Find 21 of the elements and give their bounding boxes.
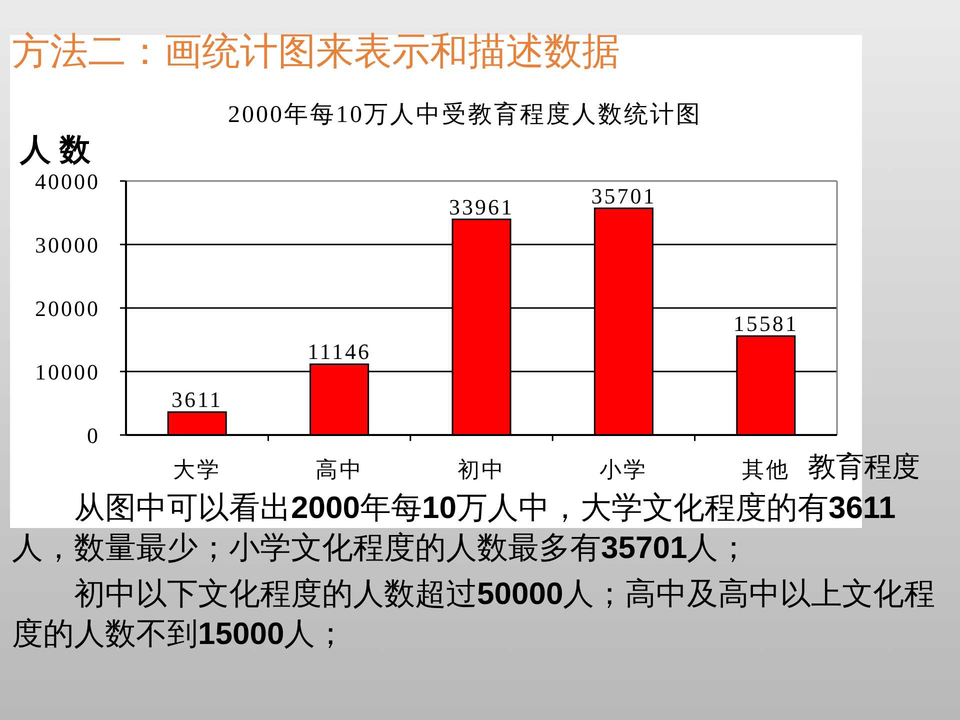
data-label: 15581 [733, 311, 798, 336]
y-tick-label: 0 [87, 423, 100, 448]
x-tick-label: 小学 [600, 457, 648, 482]
x-tick-label: 其他 [742, 457, 790, 482]
data-label: 3611 [172, 387, 223, 412]
data-label: 35701 [591, 183, 656, 208]
data-label: 11146 [308, 339, 371, 364]
chart-title: 方法二：画统计图来表示和描述数据 [12, 31, 620, 73]
y-tick-label: 20000 [35, 296, 100, 321]
text: 初中以下文化程度的人数超过50000人；高中及高中以上文化程度的人数不到15000人； [12, 576, 936, 651]
chart-subtitle: 2000年每10万人中受教育程度人数统计图 [228, 101, 702, 128]
y-tick-label: 10000 [35, 360, 100, 384]
y-tick-label: 40000 [35, 169, 100, 194]
y-axis-title: 人 数 [19, 132, 92, 167]
text: 从图中可以看出2000年每10万人中，大学文化程度的有3611人，数量最少；小学文化程度的人数最多有35701人； [12, 490, 896, 565]
x-tick-label: 高中 [315, 457, 364, 482]
x-tick-label: 大学 [173, 457, 222, 482]
x-tick-label: 初中 [458, 457, 506, 482]
x-axis-title: 教育程度 [808, 451, 920, 482]
y-tick-label: 30000 [35, 232, 100, 258]
data-label: 33961 [449, 194, 514, 220]
